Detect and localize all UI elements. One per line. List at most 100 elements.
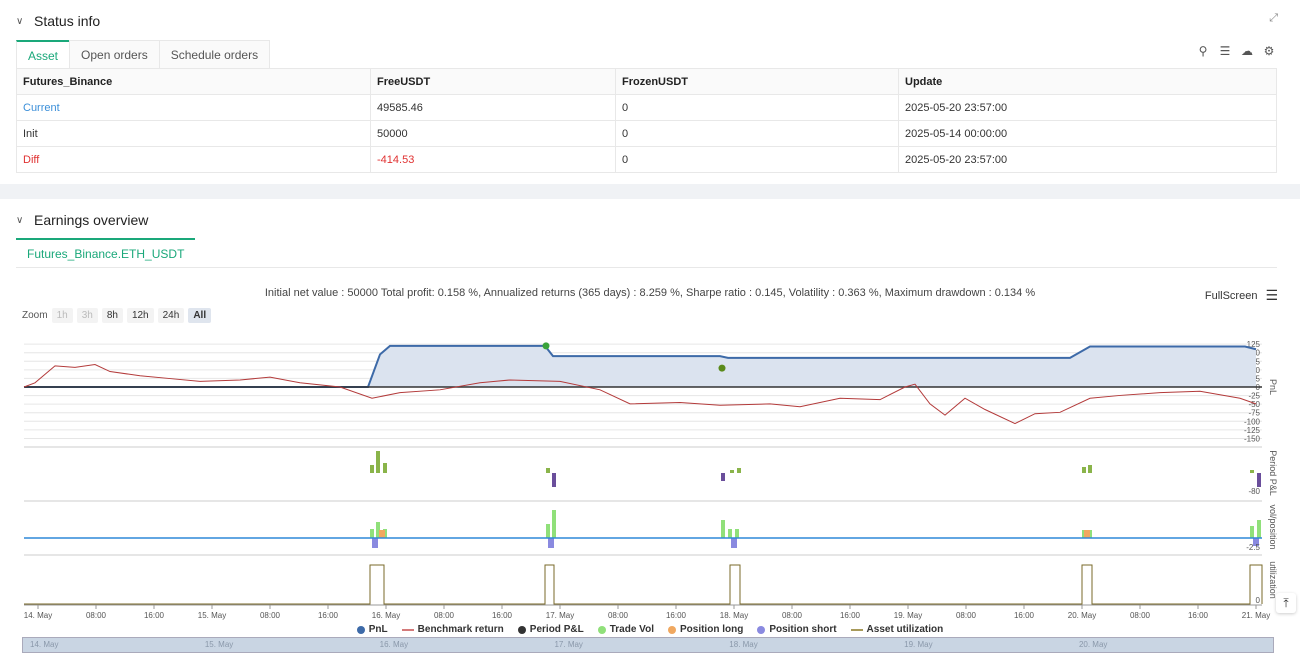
fullscreen-control[interactable]: FullScreen ☰ [1205, 287, 1278, 304]
utilization-line [24, 564, 1263, 605]
benchmark-line [23, 363, 1257, 425]
earnings-chart[interactable]: 1251007550250-25-50-75-100-125-150PnL-80… [0, 330, 1300, 622]
period-bar [552, 473, 556, 487]
cloud-download-icon[interactable]: ☁ [1241, 44, 1253, 58]
cell-update: 2025-05-14 00:00:00 [898, 120, 1277, 147]
period-bar [1088, 465, 1092, 473]
trade-vol-bar [735, 529, 739, 538]
x-tick-label: 21. May [1242, 611, 1270, 620]
status-panel: ∨ Status info ⤢ Asset Open orders Schedu… [0, 0, 1300, 184]
table-header-row: Futures_Binance FreeUSDT FrozenUSDT Upda… [16, 68, 1277, 95]
navigator-label: 18. May [729, 640, 758, 649]
position-short-bar [372, 538, 378, 548]
legend-trade-vol[interactable]: Trade Vol [597, 624, 654, 635]
cell-update: 2025-05-20 23:57:00 [898, 146, 1277, 173]
period-bar [370, 465, 374, 473]
tab-open-orders[interactable]: Open orders [69, 40, 160, 69]
zoom-1h[interactable]: 1h [51, 308, 73, 323]
period-bar [721, 473, 725, 481]
zoom-24h[interactable]: 24h [157, 308, 185, 323]
x-tick-label: 16:00 [666, 611, 687, 620]
legend-asset-utilization[interactable]: Asset utilization [850, 624, 943, 635]
period-bar [737, 468, 741, 473]
pnl-marker [542, 342, 550, 350]
table-row: Init 50000 0 2025-05-14 00:00:00 [16, 120, 1277, 147]
fullscreen-label[interactable]: FullScreen [1204, 289, 1258, 302]
tab-asset[interactable]: Asset [16, 40, 71, 69]
legend-position-long[interactable]: Position long [667, 624, 743, 635]
position-short-bar [548, 538, 554, 548]
x-tick-label: 08:00 [608, 611, 629, 620]
chevron-down-icon[interactable]: ∨ [16, 15, 24, 27]
row-label-current: Current [16, 94, 371, 121]
legend-period-pnl[interactable]: Period P&L [517, 624, 584, 635]
legend-benchmark[interactable]: Benchmark return [401, 624, 504, 635]
chevron-down-icon[interactable]: ∨ [16, 214, 24, 226]
gear-icon[interactable]: ⚙ [1263, 44, 1275, 58]
earnings-panel: ∨ Earnings overview Futures_Binance.ETH_… [0, 199, 1300, 658]
tab-eth-usdt[interactable]: Futures_Binance.ETH_USDT [16, 238, 196, 267]
zoom-12h[interactable]: 12h [126, 308, 154, 323]
row-label-diff: Diff [16, 146, 371, 173]
util-y-tick: 0 [1256, 596, 1261, 605]
period-bar [1257, 473, 1261, 487]
x-tick-label: 16:00 [1188, 611, 1209, 620]
collapse-icon[interactable]: ⤢ [1269, 12, 1278, 24]
x-tick-label: 16:00 [144, 611, 165, 620]
zoom-8h[interactable]: 8h [101, 308, 123, 323]
vol-axis-label: vol/position [1268, 504, 1278, 549]
chart-legend: PnL Benchmark return Period P&L Trade Vo… [0, 624, 1300, 635]
navigator-labels: 14. May 15. May 16. May 17. May 18. May 19. M… [22, 638, 1272, 652]
cell-frozen: 0 [615, 120, 899, 147]
navigator-label: 17. May [554, 640, 583, 649]
col-frozen: FrozenUSDT [615, 68, 899, 95]
trade-vol-bar [721, 520, 725, 538]
pnl-y-tick: -75 [1248, 409, 1260, 418]
navigator-label: 16. May [379, 640, 409, 649]
position-long-bar [1084, 530, 1090, 538]
x-tick-label: 20. May [1068, 611, 1096, 620]
status-header[interactable]: ∨ Status info [16, 12, 100, 30]
status-tabs: Asset Open orders Schedule orders [16, 40, 271, 70]
zoom-label: Zoom [22, 310, 48, 321]
x-tick-label: 08:00 [782, 611, 803, 620]
period-bar [1250, 470, 1254, 473]
x-tick-label: 17. May [546, 611, 574, 620]
navigator-label: 14. May [30, 640, 59, 649]
earnings-title: Earnings overview [34, 212, 149, 228]
pnl-marker [718, 364, 726, 372]
menu-icon[interactable]: ☰ [1265, 287, 1278, 303]
asset-table: Futures_Binance FreeUSDT FrozenUSDT Upda… [16, 68, 1277, 173]
table-row: Current 49585.46 0 2025-05-20 23:57:00 [16, 94, 1277, 121]
zoom-all[interactable]: All [188, 308, 212, 323]
tab-schedule-orders[interactable]: Schedule orders [158, 40, 271, 69]
period-y-tick: -80 [1248, 487, 1260, 496]
cell-update: 2025-05-20 23:57:00 [898, 94, 1277, 121]
navigator-label: 15. May [204, 640, 234, 649]
pnl-axis-label: PnL [1268, 379, 1278, 395]
pnl-area [24, 345, 1256, 387]
period-bar [546, 468, 550, 473]
trade-vol-bar [552, 510, 556, 538]
summary-text: Initial net value : 50000 Total profit: … [264, 287, 1036, 299]
zoom-3h[interactable]: 3h [76, 308, 98, 323]
trade-vol-bar [728, 529, 732, 538]
pnl-y-tick: -100 [1244, 417, 1261, 426]
trade-vol-bar [376, 522, 380, 538]
x-tick-label: 16:00 [492, 611, 513, 620]
zoom-bar: Zoom 1h 3h 8h 12h 24h All [22, 308, 212, 323]
chart-navigator[interactable] [22, 637, 1274, 653]
pnl-y-tick: -125 [1244, 426, 1261, 435]
menu-icon[interactable]: ☰ [1219, 44, 1231, 58]
search-icon[interactable]: ⚲ [1198, 44, 1208, 58]
legend-pnl[interactable]: PnL [356, 624, 388, 635]
x-tick-label: 15. May [198, 611, 226, 620]
period-axis-label: Period P&L [1268, 450, 1278, 496]
scroll-top-button[interactable]: ⤒ [1276, 593, 1296, 613]
period-bar [730, 470, 734, 473]
legend-position-short[interactable]: Position short [757, 624, 837, 635]
x-tick-label: 08:00 [956, 611, 977, 620]
position-long-bar [379, 530, 385, 538]
earnings-header[interactable]: ∨ Earnings overview [16, 211, 148, 229]
pnl-line [24, 344, 1257, 388]
